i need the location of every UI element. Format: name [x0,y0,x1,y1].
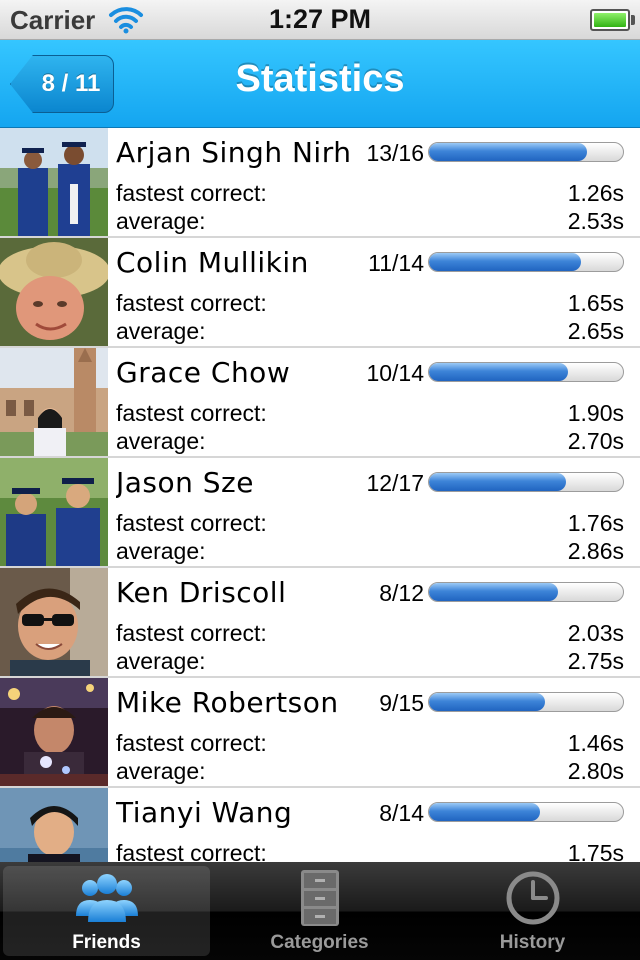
fastest-correct-value: 2.03s [567,620,624,646]
friend-row[interactable]: Arjan Singh Nirh 13/16 fastest correct: … [0,128,640,238]
score-progress-bar [428,692,624,712]
friend-name: Ken Driscoll [116,576,287,609]
friend-score: 9/15 [379,690,424,716]
average-value: 2.53s [567,208,624,234]
friend-name: Arjan Singh Nirh [116,136,352,169]
friends-icon [75,874,138,922]
clock-icon [506,871,559,925]
friend-score: 8/12 [379,580,424,606]
average-value: 2.70s [567,428,624,454]
fastest-correct-value: 1.26s [567,180,624,206]
friend-name: Mike Robertson [116,686,339,719]
page-title: Statistics [235,58,405,100]
average-label: average: [116,758,206,784]
friend-score: 11/14 [368,250,424,276]
carrier-label: Carrier [10,5,96,35]
average-value: 2.86s [567,538,624,564]
navigation-bar: 8 / 11 Statistics [0,40,640,128]
avatar [0,678,108,786]
score-progress-bar [428,802,624,822]
tab-label: History [499,932,566,953]
friend-row[interactable]: Tianyi Wang 8/14 fastest correct: 1.75s [0,788,640,862]
tab-label: Categories [270,932,369,953]
average-label: average: [116,318,206,344]
friend-score: 10/14 [366,360,424,386]
friend-score: 12/17 [366,470,424,496]
fastest-correct-label: fastest correct: [116,400,267,426]
fastest-correct-label: fastest correct: [116,180,267,206]
friend-score: 13/16 [366,140,424,166]
fastest-correct-value: 1.76s [567,510,624,536]
cabinet-icon [300,870,339,926]
avatar [0,788,108,862]
friend-score: 8/14 [379,800,424,826]
average-label: average: [116,538,206,564]
fastest-correct-label: fastest correct: [116,620,267,646]
friend-name: Colin Mullikin [116,246,309,279]
fastest-correct-value: 1.46s [567,730,624,756]
fastest-correct-value: 1.75s [567,840,624,862]
friends-stats-list[interactable]: Arjan Singh Nirh 13/16 fastest correct: … [0,128,640,862]
friend-name: Jason Sze [116,466,254,499]
score-progress-bar [428,362,624,382]
fastest-correct-label: fastest correct: [116,510,267,536]
friend-row[interactable]: Jason Sze 12/17 fastest correct: 1.76s a… [0,458,640,568]
score-progress-bar [428,472,624,492]
fastest-correct-label: fastest correct: [116,840,267,862]
fastest-correct-value: 1.65s [567,290,624,316]
clock-time: 1:27 PM [268,4,372,34]
fastest-correct-label: fastest correct: [116,730,267,756]
average-value: 2.65s [567,318,624,344]
average-label: average: [116,428,206,454]
back-button-label: 8 / 11 [41,70,101,97]
tab-categories[interactable]: Categories [213,862,426,960]
avatar [0,458,108,566]
average-label: average: [116,648,206,674]
score-progress-bar [428,142,624,162]
tab-bar: Friends Categories History [0,862,640,960]
friend-row[interactable]: Mike Robertson 9/15 fastest correct: 1.4… [0,678,640,788]
avatar [0,238,108,346]
average-value: 2.75s [567,648,624,674]
fastest-correct-value: 1.90s [567,400,624,426]
score-progress-bar [428,582,624,602]
tab-label: Friends [72,932,141,953]
friend-row[interactable]: Ken Driscoll 8/12 fastest correct: 2.03s… [0,568,640,678]
score-progress-bar [428,252,624,272]
friend-row[interactable]: Colin Mullikin 11/14 fastest correct: 1.… [0,238,640,348]
avatar [0,568,108,676]
wifi-icon [109,7,143,34]
fastest-correct-label: fastest correct: [116,290,267,316]
average-value: 2.80s [567,758,624,784]
average-label: average: [116,208,206,234]
tab-friends[interactable]: Friends [3,866,210,956]
battery-nub [631,15,635,25]
avatar [0,128,108,236]
battery-icon [590,9,630,31]
friend-name: Grace Chow [116,356,291,389]
tab-history[interactable]: History [426,862,639,960]
avatar [0,348,108,456]
friend-name: Tianyi Wang [116,796,293,829]
back-button[interactable]: 8 / 11 [10,55,114,113]
status-bar: Carrier 1:27 PM [0,0,640,40]
friend-row[interactable]: Grace Chow 10/14 fastest correct: 1.90s … [0,348,640,458]
